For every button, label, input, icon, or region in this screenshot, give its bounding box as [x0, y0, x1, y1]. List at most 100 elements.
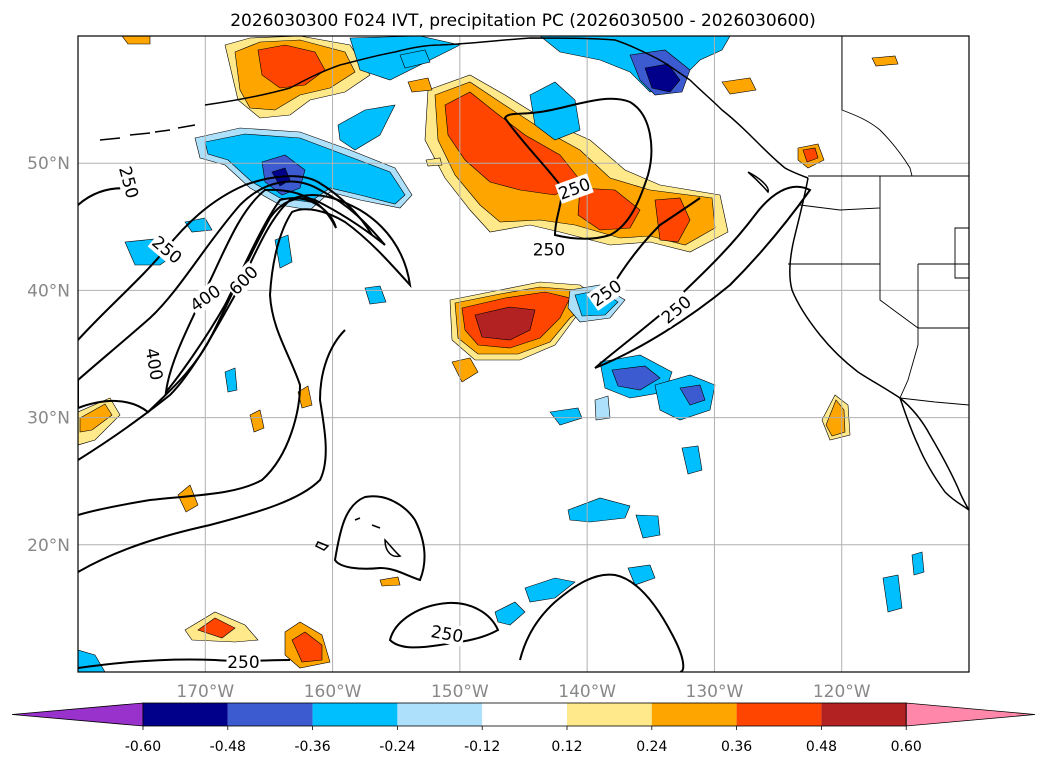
lon-tick-label: 140°W	[558, 682, 616, 702]
colorbar-outline	[142, 702, 907, 727]
lon-tick-label: 130°W	[686, 682, 744, 702]
pc-area-small5	[721, 77, 757, 95]
coastline-aleutians	[99, 124, 196, 141]
colorbar-cell	[312, 703, 398, 726]
colorbar-cell	[143, 703, 228, 726]
colorbar: -0.60 -0.48 -0.36 -0.24 -0.12 0.12 0.24 0.36 0.4…	[11, 702, 1036, 755]
pc-area-neg-small7	[681, 445, 703, 475]
pc-area-small1	[451, 357, 479, 383]
border-us-mexico	[899, 397, 969, 406]
ivt-label-bg	[656, 290, 696, 329]
pc-area-small8	[379, 576, 401, 587]
pc-area-small3	[249, 409, 265, 433]
ivt-label-bg	[147, 231, 187, 269]
colorbar-tick-label: -0.60	[125, 739, 161, 755]
border-states-east	[917, 227, 969, 329]
ivt-label-bg	[531, 239, 566, 260]
pc-area-neg-small2	[274, 234, 293, 269]
pc-area-small7	[871, 55, 899, 67]
pc-area-gulf-ak-west-max	[257, 44, 326, 89]
ivt-label-bg	[224, 261, 263, 300]
colorbar-tick-label: -0.36	[294, 739, 330, 755]
ivt-contours	[78, 97, 812, 672]
colorbar-tick-label: 0.12	[551, 739, 582, 755]
lat-tick-label: 30°N	[27, 409, 70, 429]
ivt-contour-250-south2	[519, 573, 685, 672]
pc-area-small9	[121, 36, 151, 45]
pc-area-neg-mid7	[524, 577, 576, 603]
pc-area-small6	[407, 77, 433, 93]
colorbar-extend-high	[905, 702, 1036, 727]
pc-area-neg-small5	[224, 367, 238, 393]
colorbar-cell	[482, 703, 567, 726]
ivt-contour-label: 250	[227, 653, 259, 673]
colorbar-tick-label: 0.36	[721, 739, 752, 755]
ivt-contour-250-bottom	[78, 658, 291, 669]
map-frame	[77, 35, 970, 673]
lon-tick-label: 150°W	[431, 682, 489, 702]
lon-tick-label: 120°W	[813, 682, 871, 702]
ivt-label-bg	[114, 163, 143, 202]
pc-area-sw-core	[197, 617, 236, 639]
ivt-label-bg	[141, 345, 168, 383]
border-wa-or	[799, 176, 881, 211]
ivt-contour-400	[78, 180, 386, 414]
colorbar-cells	[11, 702, 1036, 727]
pc-area-small2	[177, 484, 199, 513]
pc-area-neg-mid4-core	[679, 384, 706, 406]
coastline-alaska	[204, 37, 691, 106]
pc-area-neg-mid8	[494, 601, 526, 626]
ivt-contour-250-hawaii	[333, 495, 426, 582]
chart-title: 2026030300 F024 IVT, precipitation PC (2…	[230, 11, 816, 31]
lat-tick-label: 50°N	[27, 154, 70, 174]
colorbar-tick-label: 0.60	[891, 739, 922, 755]
pc-area-west-neg-core	[204, 133, 406, 205]
pc-area-ne-pac-max3	[654, 197, 691, 243]
pc-area-central-max	[474, 306, 536, 341]
coastline-se-alaska	[689, 79, 809, 179]
ivt-contour-250-main	[78, 194, 412, 516]
ivt-contour-250-sw	[78, 329, 346, 573]
lat-tick-labels: 20°N 30°N 40°N 50°N	[27, 154, 70, 556]
colorbar-cell	[736, 703, 822, 726]
pc-area-se-ak-max	[644, 63, 681, 93]
coastlines	[99, 37, 969, 558]
borders	[788, 36, 969, 406]
lon-tick-label: 170°W	[176, 682, 234, 702]
pc-area-small4	[297, 385, 313, 409]
pc-area-neg-small8	[627, 564, 656, 586]
lon-tick-label: 160°W	[304, 682, 362, 702]
colorbar-cell	[651, 703, 737, 726]
pc-area-neg-small9	[635, 514, 661, 539]
pc-area-neg-small14	[594, 395, 611, 421]
pc-area-neg-small11	[911, 551, 925, 576]
colorbar-tick-label: -0.24	[379, 739, 415, 755]
pc-area-neg-mid1	[529, 81, 581, 141]
ivt-label-bg	[185, 280, 225, 316]
ivt-contour-250-mid	[609, 197, 701, 291]
pc-area-neg-small10	[882, 574, 903, 613]
colorbar-tick-label: -0.48	[210, 739, 246, 755]
ivt-contour-250-south	[388, 601, 500, 649]
border-alaska-canada	[841, 36, 913, 177]
gridlines	[78, 36, 969, 672]
colorbar-tick-label: 0.48	[806, 739, 837, 755]
coastline-baja	[899, 397, 969, 511]
colorbar-ticks: -0.60 -0.48 -0.36 -0.24 -0.12 0.12 0.24 0.36 0.4…	[125, 726, 922, 755]
pc-area-neg-mid2	[337, 104, 396, 151]
lat-tick-label: 40°N	[27, 281, 70, 301]
ivt-label-bg	[428, 621, 466, 647]
colorbar-cell	[821, 703, 907, 726]
pc-area-ne-pac-max2	[577, 187, 641, 231]
ivt-contour-250-west	[78, 175, 373, 341]
coastline-west-coast	[789, 177, 969, 511]
coastline-hawaii	[314, 517, 402, 558]
pc-area-neg-small13	[399, 49, 431, 69]
coastline-vancouver-island	[747, 171, 769, 194]
lon-tick-labels: 170°W 160°W 150°W 140°W 130°W 120°W	[176, 682, 870, 702]
colorbar-cell	[227, 703, 313, 726]
colorbar-cell	[567, 703, 652, 726]
